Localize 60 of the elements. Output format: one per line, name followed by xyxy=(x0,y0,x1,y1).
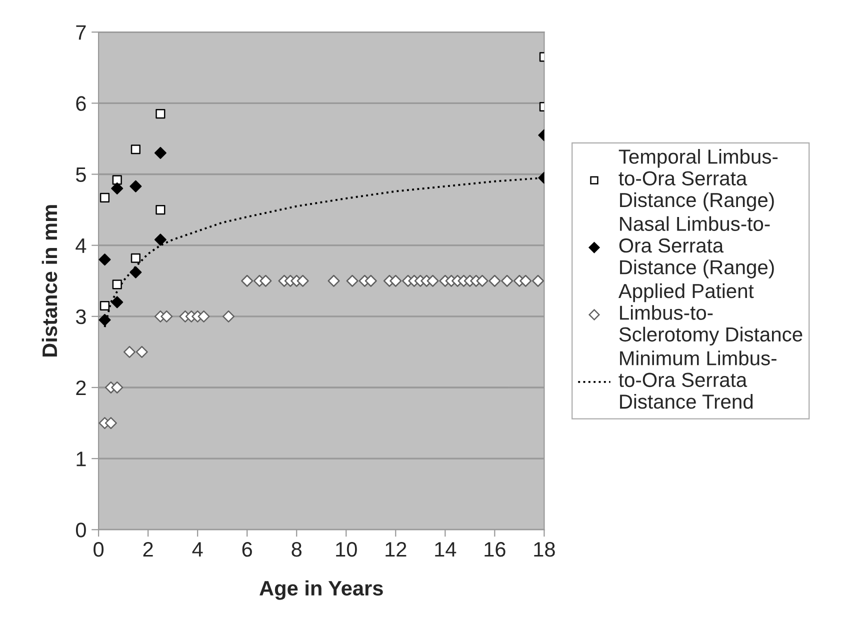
point xyxy=(130,180,142,192)
point xyxy=(98,254,111,266)
x-tick-label: 14 xyxy=(435,542,456,557)
y-tick-label: 5 xyxy=(76,167,86,182)
point xyxy=(296,274,309,287)
point xyxy=(156,109,166,119)
y-tick-label: 3 xyxy=(76,309,86,324)
x-tick-label: 2 xyxy=(143,542,153,557)
point xyxy=(241,274,254,287)
point xyxy=(112,175,122,185)
y-tick-label: 1 xyxy=(76,452,86,466)
y-tick-label: 2 xyxy=(76,380,86,396)
point xyxy=(476,274,488,287)
legend-label: Nasal Limbus-to- Ora Serrata Distance (Range) xyxy=(619,216,774,278)
legend-label: Minimum Limbus- to-Ora Serrata Distance Trend xyxy=(618,350,776,409)
x-tick-label: 4 xyxy=(192,542,203,557)
point xyxy=(100,192,110,203)
x-tick-label: 16 xyxy=(484,542,506,557)
point xyxy=(111,182,124,194)
x-tick-label: 8 xyxy=(292,542,302,557)
point xyxy=(98,314,111,326)
point xyxy=(154,234,166,246)
point xyxy=(532,274,544,287)
y-tick-label: 6 xyxy=(76,96,86,111)
point xyxy=(328,274,340,287)
point xyxy=(156,205,166,215)
y-tick-label: 0 xyxy=(76,522,86,538)
x-tick-label: 0 xyxy=(94,542,104,557)
point xyxy=(130,253,140,263)
point xyxy=(198,310,210,322)
point xyxy=(111,381,124,394)
point xyxy=(124,346,136,358)
point xyxy=(520,274,532,287)
x-axis-title: Age in Years xyxy=(260,580,383,600)
x-tick-label: 10 xyxy=(336,542,357,557)
point xyxy=(260,274,272,287)
y-tick-label: 4 xyxy=(76,238,86,253)
point xyxy=(100,300,110,311)
point xyxy=(160,310,173,322)
point xyxy=(222,310,235,322)
y-axis-title: Distance in mm xyxy=(42,205,58,356)
y-tick-label: 7 xyxy=(76,25,86,40)
point xyxy=(346,274,358,287)
point xyxy=(112,280,122,290)
point xyxy=(501,274,514,287)
point xyxy=(154,146,166,159)
point xyxy=(488,274,501,287)
point xyxy=(130,144,140,154)
point xyxy=(104,417,117,430)
point xyxy=(390,274,402,287)
x-tick-label: 6 xyxy=(242,542,252,557)
x-tick-label: 18 xyxy=(534,542,555,557)
legend-label: Temporal Limbus- to-Ora Serrata Distance (Range) xyxy=(618,149,778,212)
point xyxy=(364,274,377,287)
point xyxy=(136,346,148,358)
x-tick-label: 12 xyxy=(386,542,406,557)
legend-label: Applied Patient Limbus-to- Sclerotomy Distance xyxy=(618,283,802,346)
point xyxy=(130,266,142,278)
point xyxy=(111,296,124,308)
point xyxy=(426,274,439,287)
